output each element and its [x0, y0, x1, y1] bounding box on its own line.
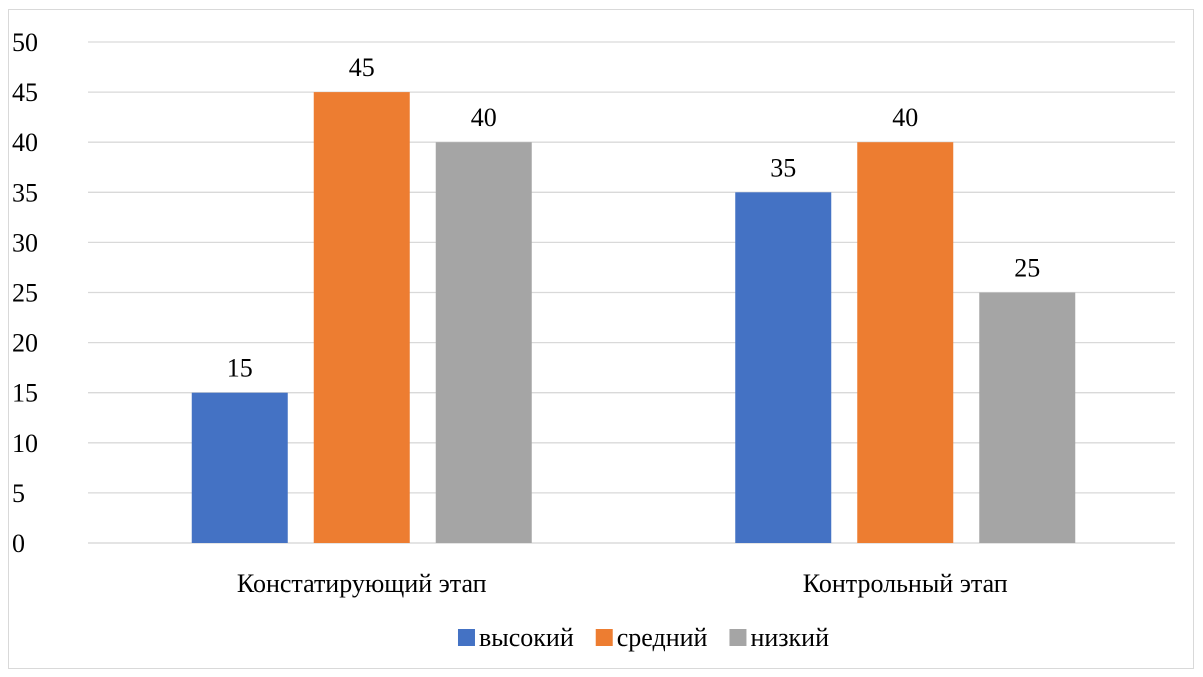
bars — [191, 92, 1076, 544]
data-label: 45 — [349, 53, 375, 82]
data-label: 15 — [227, 354, 253, 383]
data-label: 35 — [770, 153, 796, 182]
legend-label: средний — [617, 623, 708, 652]
y-tick-label: 25 — [12, 279, 38, 308]
y-tick-label: 10 — [12, 429, 38, 458]
bar-высокий — [735, 192, 832, 544]
bar-высокий — [191, 392, 288, 543]
x-category-label: Констатирующий этап — [237, 569, 487, 598]
x-category-label: Контрольный этап — [803, 569, 1008, 598]
data-labels: 15 45 40 35 40 25 — [227, 53, 1041, 383]
y-axis-ticks: 0 5 10 15 20 25 30 35 40 45 50 — [12, 28, 38, 558]
bar-низкий — [435, 142, 532, 543]
data-label: 40 — [471, 103, 497, 132]
bar-средний — [857, 142, 954, 543]
y-tick-label: 30 — [12, 228, 38, 257]
data-label: 40 — [892, 103, 918, 132]
legend-swatch — [595, 629, 613, 646]
data-label: 25 — [1014, 254, 1040, 283]
y-tick-label: 45 — [12, 78, 38, 107]
y-tick-label: 50 — [12, 28, 38, 57]
y-tick-label: 0 — [12, 529, 25, 558]
legend-item-низкий: низкий — [729, 623, 829, 652]
bar-средний — [313, 92, 410, 543]
y-tick-label: 35 — [12, 178, 38, 207]
bar-низкий — [979, 292, 1076, 543]
y-tick-label: 5 — [12, 479, 25, 508]
legend-label: низкий — [750, 623, 829, 652]
x-axis-categories: Констатирующий этап Контрольный этап — [237, 569, 1008, 598]
y-tick-label: 15 — [12, 379, 38, 408]
legend-swatch — [457, 629, 475, 646]
y-tick-label: 40 — [12, 128, 38, 157]
legend-swatch — [729, 629, 747, 646]
legend: высокий средний низкий — [457, 623, 829, 652]
y-tick-label: 20 — [12, 329, 38, 358]
legend-item-высокий: высокий — [457, 623, 574, 652]
legend-label: высокий — [479, 623, 574, 652]
legend-item-средний: средний — [595, 623, 708, 652]
